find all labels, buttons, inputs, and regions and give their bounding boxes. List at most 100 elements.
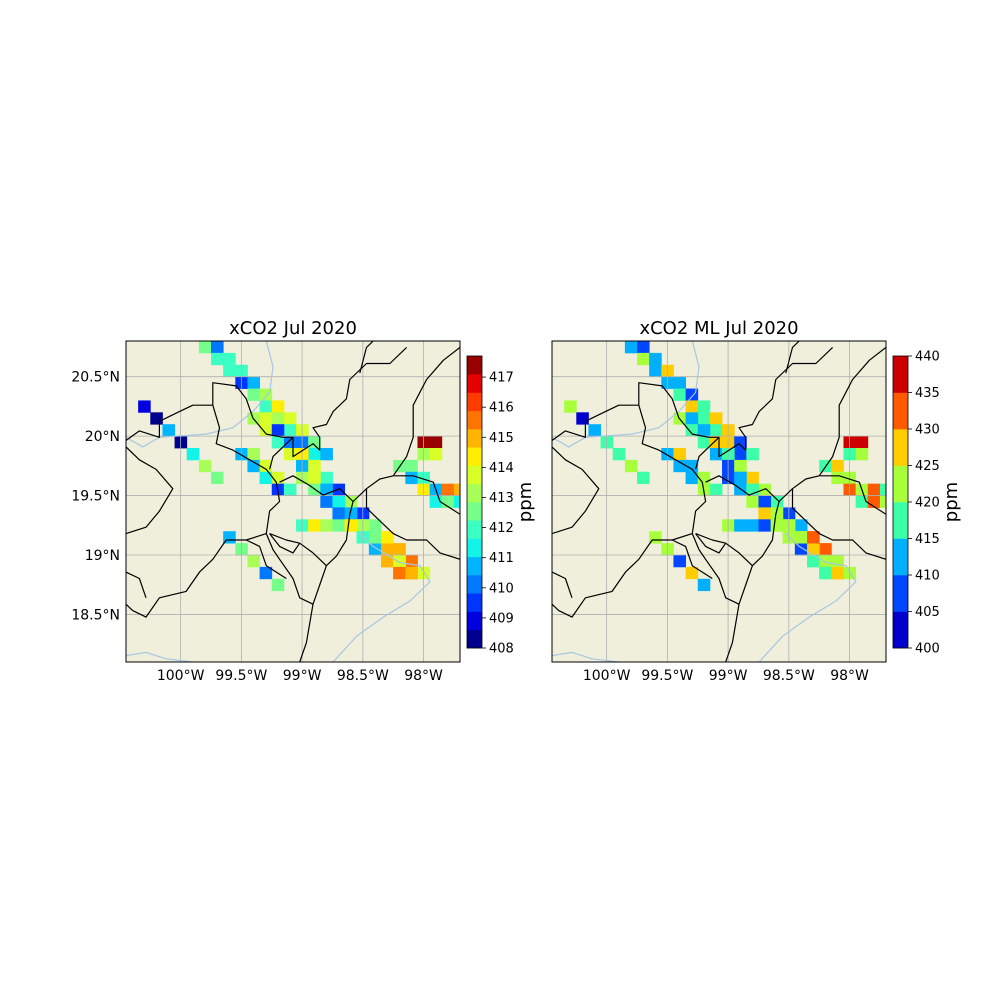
data-cell: [734, 448, 747, 461]
data-cell: [770, 507, 784, 520]
data-cell: [211, 352, 224, 366]
data-cell: [211, 471, 224, 485]
data-cell: [332, 507, 346, 520]
river-line: [126, 341, 274, 448]
data-cell: [332, 519, 346, 532]
data-cell: [211, 341, 224, 354]
colorbar-tick-label: 440: [915, 350, 940, 365]
data-cell: [770, 519, 784, 532]
data-cell: [758, 495, 772, 508]
state-border: [359, 341, 374, 374]
data-cell: [271, 578, 285, 592]
river-line: [126, 651, 193, 662]
lon-tick-label: 99.5°W: [641, 668, 693, 684]
data-cell: [259, 400, 273, 413]
state-border: [269, 436, 294, 470]
data-cell: [344, 519, 358, 532]
colorbar-segment: [467, 374, 482, 393]
data-cell: [649, 364, 662, 378]
data-cell: [344, 495, 358, 508]
data-cell: [709, 483, 723, 496]
data-cell: [198, 341, 212, 354]
state-border: [552, 346, 834, 458]
colorbar-tick-label: 430: [915, 423, 940, 438]
river-line: [552, 341, 700, 448]
colorbar: 400 405 410 415 420 425 430 435 440 ppm: [892, 350, 962, 657]
colorbar-tick-label: 415: [915, 532, 940, 547]
data-cell: [308, 448, 321, 461]
data-cell: [697, 578, 711, 592]
river-line: [332, 533, 431, 662]
data-cell: [685, 400, 699, 413]
data-cell: [320, 471, 333, 485]
data-cell: [794, 531, 808, 544]
state-border: [265, 533, 314, 605]
colorbar-tick-label: 410: [489, 581, 514, 596]
data-cell: [697, 412, 711, 425]
data-cell: [673, 459, 686, 473]
data-cell: [734, 471, 747, 485]
colorbar-tick-label: 412: [489, 521, 514, 536]
data-cell: [685, 388, 699, 401]
colorbar-segment: [893, 538, 908, 576]
state-border: [725, 565, 753, 662]
lat-tick-label: 19°N: [85, 548, 120, 564]
data-cell: [283, 448, 297, 461]
map-frame: [125, 340, 461, 663]
data-cell: [831, 471, 844, 485]
data-cell: [819, 555, 832, 568]
colorbar-label: ppm: [941, 482, 962, 522]
data-cell: [685, 471, 699, 485]
data-cell: [259, 566, 273, 580]
lon-tick-label: 98°W: [830, 668, 869, 684]
map-panel-xco2-ml: xCO2 ML Jul 2020 100°W 99.5°W 99°W 98.5°W 98°…: [551, 318, 962, 684]
data-cell: [453, 495, 460, 508]
data-cell: [697, 400, 711, 413]
data-cell: [831, 566, 844, 580]
state-border: [126, 571, 147, 598]
colorbar-segment: [467, 611, 482, 631]
colorbar-frame: [466, 355, 483, 649]
data-cell: [368, 531, 382, 544]
data-cell: [770, 495, 784, 508]
colorbar-tick-label: 409: [489, 611, 514, 626]
lon-tick-label: 98°W: [404, 668, 443, 684]
data-cell: [564, 400, 577, 413]
colorbar-segment: [893, 611, 908, 649]
data-cell: [259, 471, 273, 485]
data-cell: [867, 483, 881, 496]
data-cell: [624, 341, 638, 354]
data-cell: [381, 543, 394, 556]
data-cell: [393, 566, 406, 580]
data-cell: [855, 436, 869, 449]
colorbar-tick-label: 425: [915, 459, 940, 474]
data-cell: [223, 352, 236, 366]
data-cell: [673, 555, 686, 568]
map-frame: [551, 340, 887, 663]
data-cell: [198, 459, 212, 473]
data-cell: [819, 566, 832, 580]
data-cell: [673, 448, 686, 461]
map-panel-xco2: xCO2 Jul 2020 100°W 99.5°W 99°W 98.5°W 98°W 20…: [71, 318, 536, 684]
data-cell: [831, 459, 844, 473]
data-cell: [441, 483, 455, 496]
lat-tick-label: 20.5°N: [71, 370, 120, 386]
colorbar-segment: [467, 575, 482, 594]
colorbar-segment: [893, 429, 908, 466]
colorbar-segment: [467, 447, 482, 466]
data-cell: [259, 459, 273, 473]
data-cell: [271, 400, 285, 413]
data-cell: [283, 424, 297, 437]
data-cell: [429, 436, 443, 449]
data-cell: [697, 424, 711, 437]
data-cell: [381, 555, 394, 568]
land-background: [552, 341, 886, 662]
data-cell: [503, 567, 516, 579]
data-cell: [271, 412, 285, 425]
state-border: [392, 346, 460, 477]
colorbar-tick-label: 417: [489, 371, 514, 386]
state-border: [785, 341, 800, 374]
state-border: [269, 533, 301, 554]
data-cell: [186, 448, 200, 461]
data-cell: [259, 412, 273, 425]
